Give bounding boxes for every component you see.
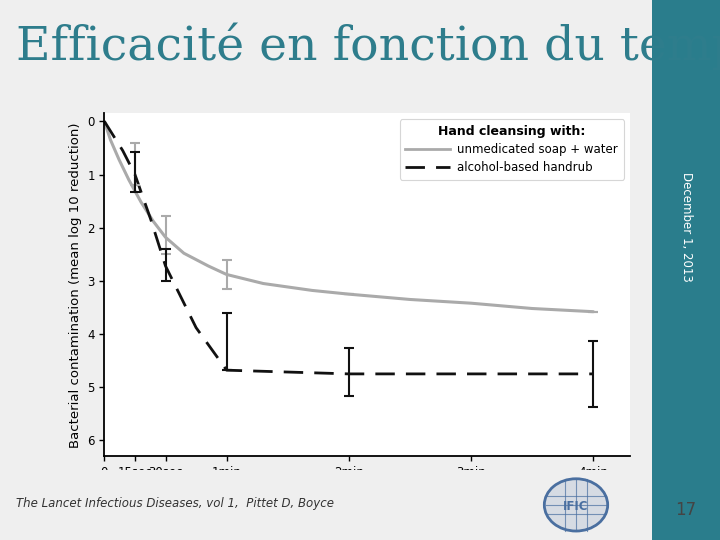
Text: The Lancet Infectious Diseases, vol 1,  Pittet D, Boyce: The Lancet Infectious Diseases, vol 1, P… — [17, 497, 334, 510]
alcohol-based handrub — [130, 171, 139, 178]
alcohol-based handrub — [589, 370, 598, 377]
Text: Efficacité en fonction du temps: Efficacité en fonction du temps — [17, 23, 720, 70]
Circle shape — [544, 479, 608, 531]
unmedicated soap + water — [125, 177, 133, 183]
unmedicated soap + water — [204, 263, 212, 269]
Line: alcohol-based handrub: alcohol-based handrub — [104, 122, 593, 374]
unmedicated soap + water — [106, 137, 114, 143]
unmedicated soap + water — [345, 291, 354, 298]
Line: unmedicated soap + water: unmedicated soap + water — [104, 122, 593, 312]
unmedicated soap + water — [149, 218, 158, 225]
unmedicated soap + water — [179, 250, 188, 256]
alcohol-based handrub — [467, 370, 475, 377]
Text: IFIC: IFIC — [563, 500, 589, 512]
unmedicated soap + water — [308, 287, 317, 294]
unmedicated soap + water — [100, 118, 109, 125]
Text: December 1, 2013: December 1, 2013 — [680, 172, 693, 282]
alcohol-based handrub — [345, 370, 354, 377]
alcohol-based handrub — [147, 217, 156, 223]
alcohol-based handrub — [161, 263, 170, 269]
alcohol-based handrub — [192, 325, 200, 331]
unmedicated soap + water — [114, 157, 123, 163]
Legend: unmedicated soap + water, alcohol-based handrub: unmedicated soap + water, alcohol-based … — [400, 119, 624, 180]
unmedicated soap + water — [589, 308, 598, 315]
alcohol-based handrub — [100, 118, 109, 125]
unmedicated soap + water — [528, 305, 536, 312]
Text: 17: 17 — [675, 501, 696, 519]
unmedicated soap + water — [137, 199, 145, 205]
unmedicated soap + water — [405, 296, 414, 303]
unmedicated soap + water — [259, 280, 268, 287]
Y-axis label: Bacterial contamination (mean log 10 reduction): Bacterial contamination (mean log 10 red… — [68, 122, 81, 448]
X-axis label: Time: Time — [351, 484, 384, 497]
alcohol-based handrub — [222, 367, 231, 374]
unmedicated soap + water — [222, 271, 231, 278]
unmedicated soap + water — [467, 300, 475, 306]
alcohol-based handrub — [118, 147, 127, 154]
unmedicated soap + water — [161, 234, 170, 240]
